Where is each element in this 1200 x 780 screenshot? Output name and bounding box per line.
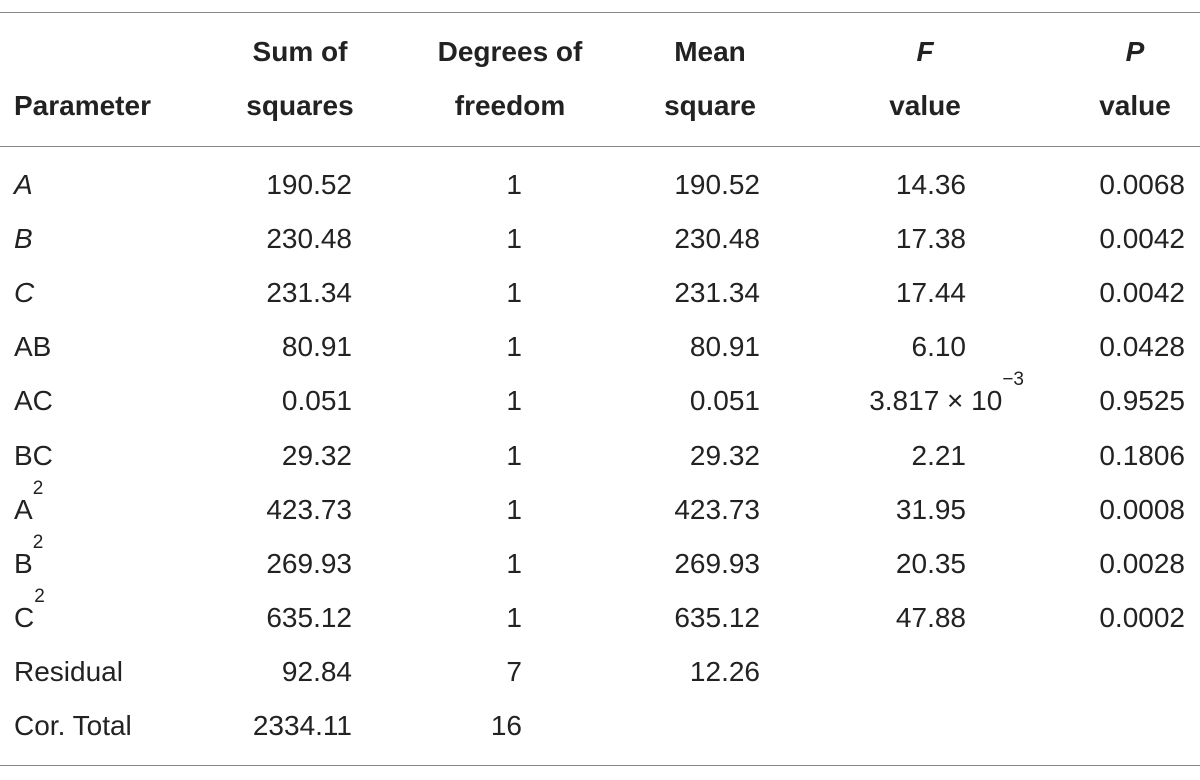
table-cell: 17.44 [895, 277, 966, 309]
table-cell: 423.73 [674, 493, 760, 525]
label-base: A [14, 493, 33, 525]
label-base: C [14, 601, 35, 633]
table-cell: 1 [506, 223, 522, 255]
table-cell: 31.95 [895, 493, 966, 525]
bottom-rule [0, 765, 1200, 766]
row-label: C [14, 277, 35, 309]
table-cell: 3.817 × 10−3 [869, 370, 1024, 418]
column-header: square [664, 90, 756, 121]
table-cell: 29.32 [281, 439, 352, 471]
column-header: Degrees of [437, 36, 583, 67]
table-cell: 1 [506, 439, 522, 471]
table-cell: 0.0002 [1099, 601, 1185, 633]
table-cell: 12.26 [689, 655, 760, 687]
table-cell: 423.73 [266, 493, 352, 525]
column-header: F [916, 36, 934, 67]
table-cell: 1 [506, 385, 522, 417]
table-cell: 0.1806 [1099, 439, 1185, 471]
table-cell: 0.0042 [1099, 277, 1185, 309]
table-cell: 231.34 [674, 277, 760, 309]
table-cell: 29.32 [689, 439, 760, 471]
table-cell: 2.21 [911, 439, 967, 471]
column-header: Sum of [252, 36, 348, 67]
table-cell: 1 [506, 331, 522, 363]
column-header: P [1125, 36, 1145, 67]
label-superscript: 2 [32, 477, 44, 499]
table-cell: 190.52 [674, 169, 760, 200]
column-header: value [1099, 90, 1171, 121]
table-cell: 1 [506, 169, 522, 200]
row-label: A2 [14, 479, 43, 527]
table-cell: 80.91 [281, 331, 352, 363]
table-cell: 230.48 [266, 223, 352, 255]
row-label: B [14, 223, 33, 255]
table-cell: 0.051 [281, 385, 352, 417]
row-label: Residual [14, 655, 123, 687]
table-cell: 230.48 [674, 223, 760, 255]
table-cell: 0.0008 [1099, 493, 1185, 525]
table-cell: 0.0428 [1099, 331, 1185, 363]
row-label: B2 [14, 533, 43, 581]
label-superscript: 2 [34, 585, 45, 607]
column-header: Mean [674, 36, 746, 67]
mantissa: 3.817 × 10 [869, 385, 1003, 417]
row-label: AB [14, 331, 52, 363]
column-header: squares [246, 90, 354, 121]
row-label: BC [14, 439, 53, 471]
table-cell: 1 [506, 547, 522, 579]
table-cell: 20.35 [895, 547, 966, 579]
table-cell: 635.12 [266, 601, 352, 633]
table-cell: 0.051 [689, 385, 760, 417]
table-cell: 0.0028 [1099, 547, 1185, 579]
table-cell: 190.52 [266, 169, 352, 200]
table-cell: 1 [506, 493, 522, 525]
table-cell: 14.36 [895, 169, 966, 200]
table-cell: 0.9525 [1099, 385, 1185, 417]
label-superscript: 2 [32, 531, 44, 553]
row-label: A [14, 169, 33, 200]
exponent: −3 [1002, 369, 1024, 391]
table-cell: 92.84 [281, 655, 352, 687]
table-cell: 269.93 [674, 547, 760, 579]
table-cell: 17.38 [895, 223, 966, 255]
row-label: AC [14, 385, 53, 417]
table-cell: 47.88 [895, 601, 966, 633]
row-label: C2 [14, 587, 45, 635]
header-rule [0, 146, 1200, 147]
table-cell: 80.91 [689, 331, 760, 363]
table-cell: 1 [506, 277, 522, 309]
label-base: B [14, 547, 33, 579]
column-header: freedom [454, 90, 566, 121]
table-cell: 0.0068 [1099, 169, 1185, 200]
table-cell: 16 [490, 710, 522, 741]
table-cell: 6.10 [911, 331, 967, 363]
column-header: Parameter [14, 90, 151, 121]
column-header: value [889, 90, 961, 121]
table-cell: 231.34 [266, 277, 352, 309]
top-rule [0, 12, 1200, 13]
row-label: Cor. Total [14, 710, 132, 741]
table-cell: 2334.11 [252, 710, 352, 741]
table-cell: 635.12 [674, 601, 760, 633]
table-cell: 269.93 [266, 547, 352, 579]
table-cell: 7 [506, 655, 522, 687]
table-cell: 1 [506, 601, 522, 633]
table-cell: 0.0042 [1099, 223, 1185, 255]
